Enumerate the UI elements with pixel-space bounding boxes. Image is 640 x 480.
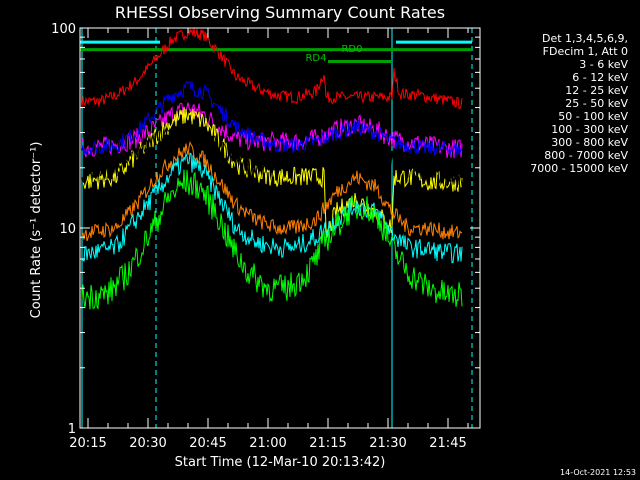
x-tick-label: 21:45 (429, 436, 466, 451)
x-axis-label: Start Time (12-Mar-10 20:13:42) (175, 455, 386, 470)
legend-entry-label: 300 - 800 keV (551, 136, 628, 149)
legend-entry-label: 6 - 12 keV (572, 71, 628, 84)
series-line-5 (81, 140, 463, 242)
annotation-rd0: RD0 (341, 44, 362, 55)
x-tick-label: 21:30 (369, 436, 406, 451)
legend-entry-label: 12 - 25 keV (565, 84, 628, 97)
legend-header-1: FDecim 1, Att 0 (543, 45, 628, 58)
series-line-6 (81, 151, 463, 264)
x-tick-label: 21:00 (249, 436, 286, 451)
legend-entry-label: 3 - 6 keV (579, 58, 628, 71)
x-tick-label: 20:45 (189, 436, 226, 451)
y-tick-label: 100 (51, 22, 76, 37)
annotation-rd4: RD4 (305, 53, 326, 64)
series-line-7 (81, 169, 463, 311)
legend-header-0: Det 1,3,4,5,6,9, (542, 32, 628, 45)
x-tick-label: 20:15 (69, 436, 106, 451)
plot-area: RD0 RD4 (80, 28, 473, 428)
legend: Det 1,3,4,5,6,9,FDecim 1, Att 03 - 6 keV… (530, 32, 628, 175)
x-tick-label: 20:30 (129, 436, 166, 451)
series-line-0 (81, 28, 463, 110)
x-tick-label: 21:15 (309, 436, 346, 451)
series-line-4 (81, 120, 463, 188)
footer-timestamp: 14-Oct-2021 12:53 (560, 468, 636, 477)
y-tick-label: 1 (68, 422, 76, 437)
legend-entry-label: 7000 - 15000 keV (530, 162, 628, 175)
series-line-2 (81, 80, 463, 158)
axis-ticks: 20:15 20:30 20:45 21:00 21:15 21:30 21:45 1 10 10… (51, 22, 480, 451)
legend-entry-label: 25 - 50 keV (565, 97, 628, 110)
y-tick-label: 10 (59, 222, 76, 237)
y-axis-label: Count Rate (s⁻¹ detector⁻¹) (29, 142, 44, 319)
legend-entry-label: 800 - 7000 keV (544, 149, 628, 162)
legend-entry-label: 100 - 300 keV (551, 123, 628, 136)
chart-title: RHESSI Observing Summary Count Rates (115, 3, 445, 22)
legend-entry-label: 50 - 100 keV (558, 110, 628, 123)
